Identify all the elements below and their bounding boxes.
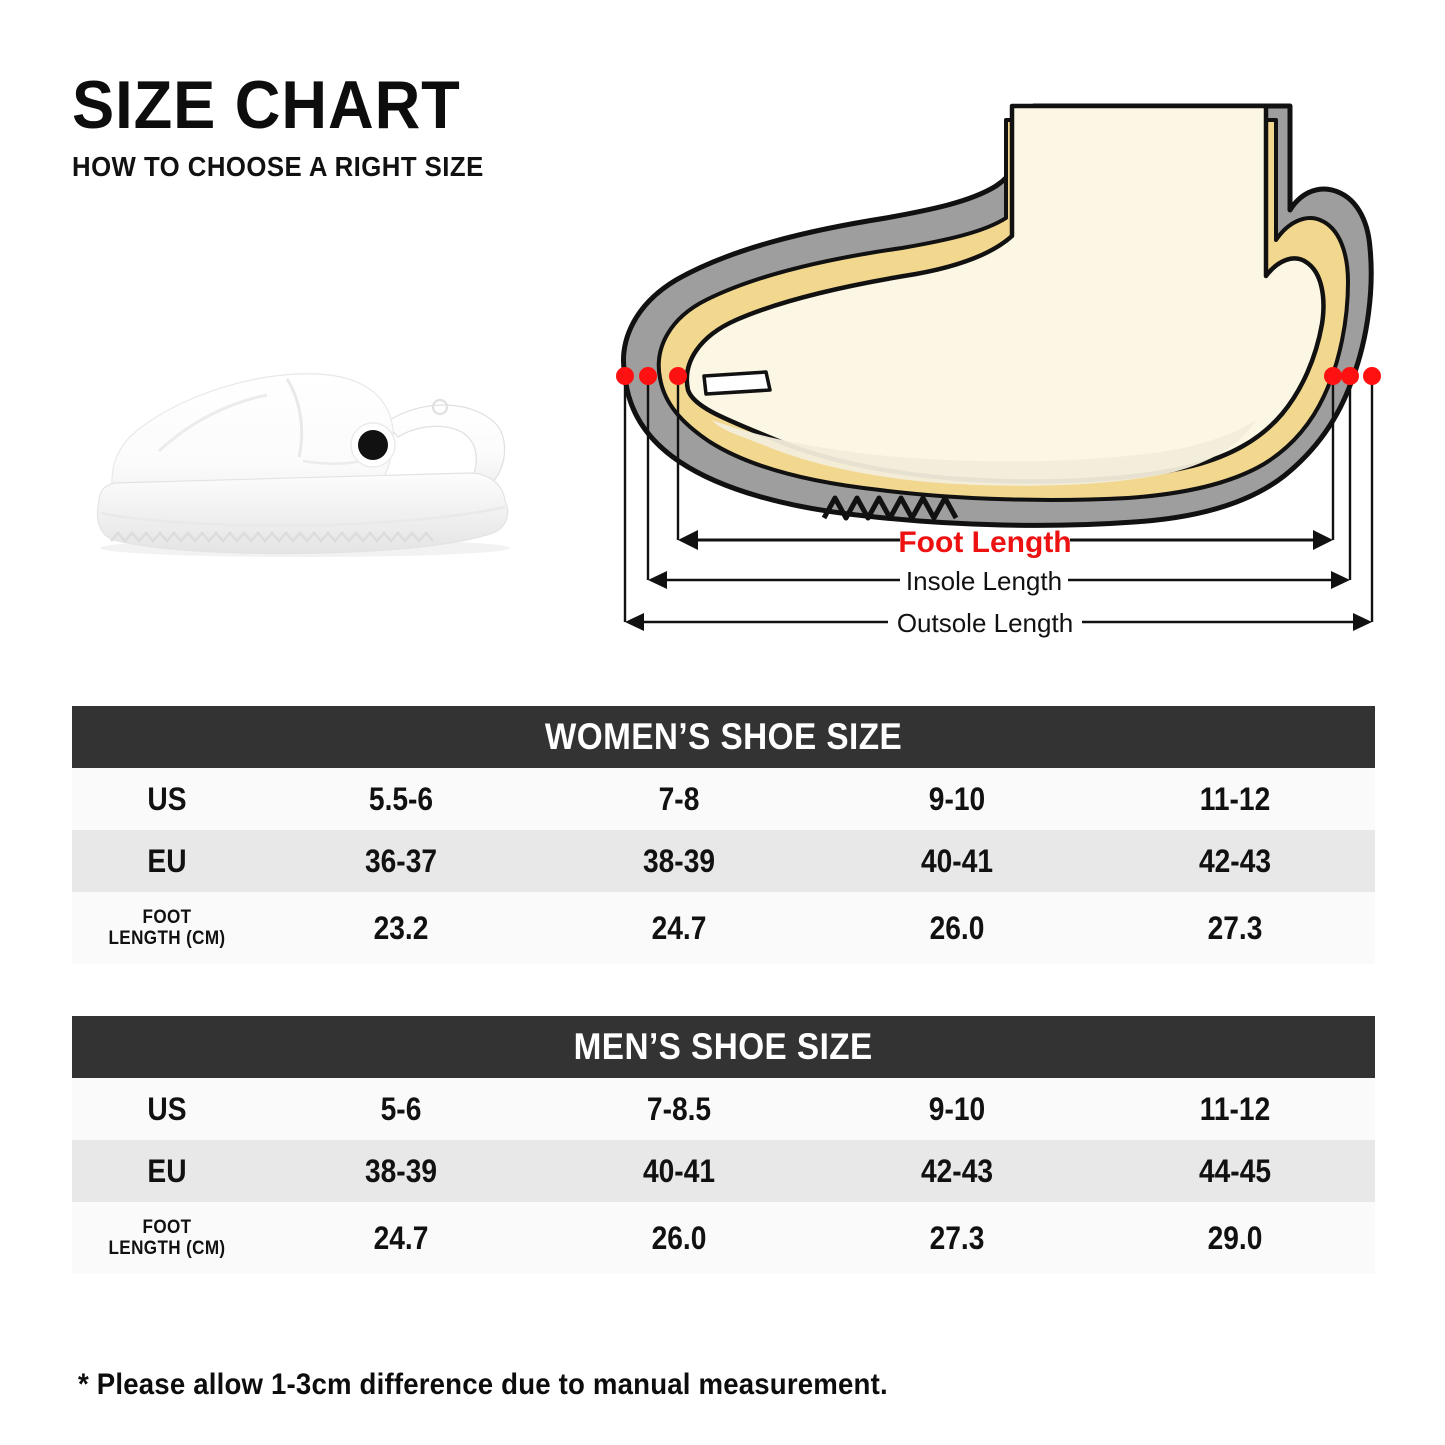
table-cell: 11-12 [1199, 1090, 1271, 1127]
page-header: SIZE CHART HOW TO CHOOSE A RIGHT SIZE [72, 67, 520, 183]
table-cell: 26.0 [929, 909, 985, 946]
table-row: US 5.5-6 7-8 9-10 11-12 [72, 768, 1375, 830]
table-row: FOOT LENGTH (CM) 24.7 26.0 27.3 29.0 [72, 1202, 1375, 1274]
womens-table-header: WOMEN’S SHOE SIZE [72, 706, 1375, 768]
table-cell: 40-41 [920, 842, 994, 879]
table-cell: 27.3 [1207, 909, 1263, 946]
table-row: EU 36-37 38-39 40-41 42-43 [72, 830, 1375, 892]
table-cell: 40-41 [642, 1152, 716, 1189]
table-cell: 9-10 [928, 1090, 986, 1127]
foot-measurement-diagram: Foot Length Insole Length Outsole Length [600, 90, 1400, 650]
row-label: EU [147, 1152, 187, 1189]
row-label-line: LENGTH (CM) [108, 1238, 226, 1259]
insole-length-label: Insole Length [906, 566, 1062, 596]
page-subtitle: HOW TO CHOOSE A RIGHT SIZE [72, 150, 484, 182]
row-label: FOOT LENGTH (CM) [82, 1217, 253, 1260]
table-cell: 24.7 [373, 1219, 429, 1256]
table-cell: 11-12 [1199, 780, 1271, 817]
foot-length-label: Foot Length [898, 526, 1071, 559]
row-label-line: FOOT [142, 1216, 192, 1238]
table-cell: 5.5-6 [368, 780, 434, 817]
row-label-line: FOOT [142, 906, 192, 928]
outsole-length-dimension [625, 613, 1372, 631]
outsole-length-label: Outsole Length [897, 608, 1073, 638]
row-label: US [147, 1090, 187, 1127]
table-cell: 7-8.5 [646, 1090, 712, 1127]
measure-point-markers [616, 367, 1381, 385]
table-cell: 38-39 [364, 1152, 438, 1189]
table-cell: 7-8 [658, 780, 700, 817]
foot-length-dimension [678, 530, 1333, 550]
measurement-disclaimer: * Please allow 1-3cm difference due to m… [78, 1368, 888, 1401]
insole-length-dimension [648, 571, 1350, 589]
womens-size-table: WOMEN’S SHOE SIZE US 5.5-6 7-8 9-10 11-1… [72, 706, 1375, 964]
mens-table-header: MEN’S SHOE SIZE [72, 1016, 1375, 1078]
table-cell: 27.3 [929, 1219, 985, 1256]
row-label: FOOT LENGTH (CM) [82, 907, 253, 950]
table-row: FOOT LENGTH (CM) 23.2 24.7 26.0 27.3 [72, 892, 1375, 964]
row-label-line: LENGTH (CM) [108, 928, 226, 949]
row-label: EU [147, 842, 187, 879]
table-cell: 23.2 [373, 909, 429, 946]
table-cell: 24.7 [651, 909, 707, 946]
table-row: US 5-6 7-8.5 9-10 11-12 [72, 1078, 1375, 1140]
table-cell: 5-6 [380, 1090, 422, 1127]
mens-table-title: MEN’S SHOE SIZE [573, 1026, 874, 1067]
table-cell: 38-39 [642, 842, 716, 879]
table-cell: 44-45 [1198, 1152, 1272, 1189]
table-cell: 42-43 [920, 1152, 994, 1189]
row-label: US [147, 780, 187, 817]
mens-size-table: MEN’S SHOE SIZE US 5-6 7-8.5 9-10 11-12 … [72, 1016, 1375, 1274]
table-cell: 9-10 [928, 780, 986, 817]
table-cell: 36-37 [364, 842, 438, 879]
womens-table-title: WOMEN’S SHOE SIZE [544, 716, 903, 757]
clog-shoe-photo [55, 305, 555, 605]
table-cell: 42-43 [1198, 842, 1272, 879]
table-row: EU 38-39 40-41 42-43 44-45 [72, 1140, 1375, 1202]
table-cell: 26.0 [651, 1219, 707, 1256]
table-cell: 29.0 [1207, 1219, 1263, 1256]
page-title: SIZE CHART [72, 67, 461, 143]
